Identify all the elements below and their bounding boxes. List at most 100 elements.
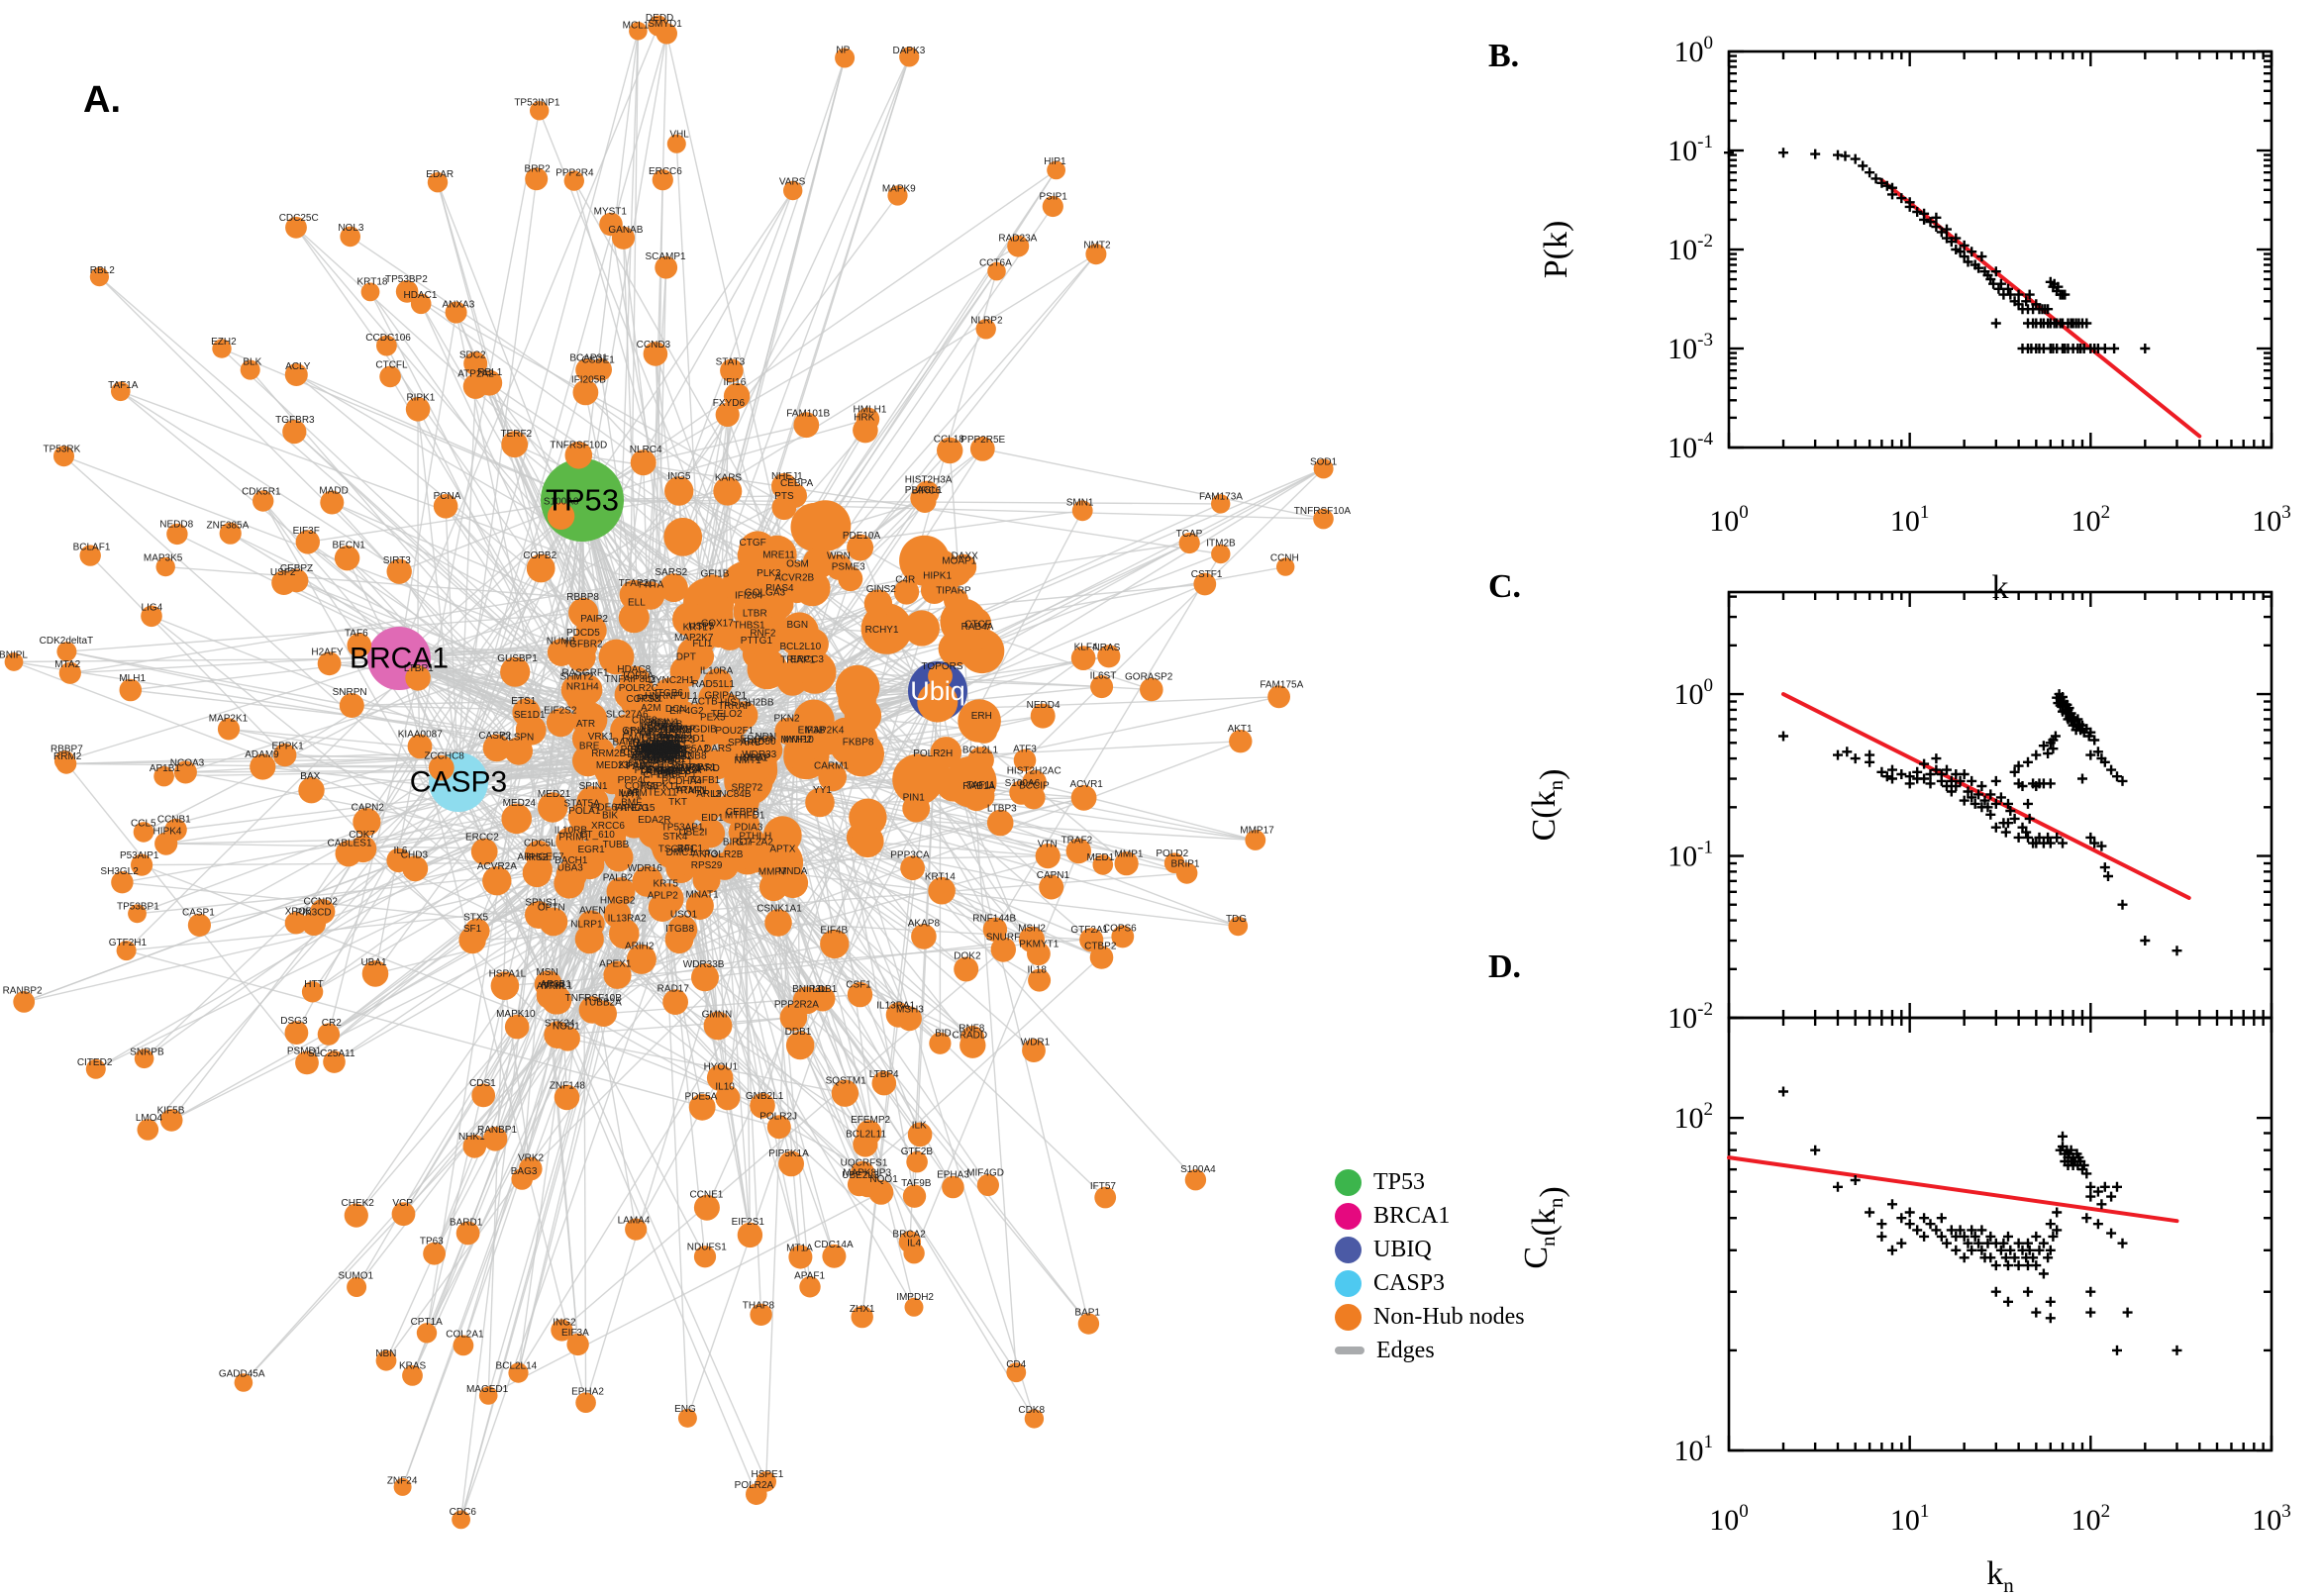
network-node-label: THBS1 bbox=[733, 621, 765, 632]
network-node-label: PLAGL1 bbox=[905, 485, 943, 496]
network-node-label: SQSTM1 bbox=[826, 1076, 867, 1087]
data-point bbox=[2112, 1345, 2122, 1355]
network-node bbox=[688, 1093, 716, 1121]
data-point bbox=[1990, 1286, 2001, 1297]
network-node-label: ACTB bbox=[691, 697, 718, 708]
data-point bbox=[2045, 1219, 2056, 1230]
data-point bbox=[2045, 1296, 2056, 1307]
network-node-label: NUDC bbox=[656, 745, 685, 755]
data-point bbox=[1942, 1238, 1952, 1248]
network-node-label: LAMA4 bbox=[618, 1216, 651, 1227]
network-node-label: RANBP1 bbox=[477, 1125, 517, 1136]
network-node-label: PLEKHO1 bbox=[635, 765, 681, 776]
data-point bbox=[2117, 1238, 2128, 1248]
network-node-label: TP53AP1 bbox=[661, 822, 704, 833]
data-point bbox=[1810, 149, 1821, 159]
network-node bbox=[464, 918, 490, 945]
network-edge bbox=[66, 612, 584, 652]
network-node-label: OS9 bbox=[648, 751, 667, 762]
network-node-label: ACVR1 bbox=[1070, 779, 1104, 790]
network-node bbox=[713, 476, 743, 506]
legend-label: UBIQ bbox=[1373, 1236, 1432, 1262]
data-point bbox=[2038, 1238, 2049, 1248]
network-node bbox=[173, 760, 197, 784]
network-node-label: ARHGEF7 bbox=[517, 852, 564, 863]
network-node-label: DCN bbox=[665, 704, 687, 715]
network-node bbox=[538, 792, 568, 823]
network-node-label: MYH10 bbox=[780, 735, 814, 746]
network-node-label: ATF3 bbox=[1013, 744, 1037, 754]
data-point bbox=[2003, 283, 2013, 294]
network-node bbox=[907, 1122, 933, 1147]
network-node-label: SPNS1 bbox=[525, 897, 557, 908]
network-node-label: USP5 bbox=[688, 621, 715, 632]
network-node bbox=[423, 1242, 446, 1265]
network-edge bbox=[517, 763, 662, 1373]
data-point bbox=[1942, 781, 1952, 791]
network-node bbox=[119, 678, 143, 702]
network-node-label: GSTM4 bbox=[641, 754, 675, 765]
data-point bbox=[1887, 189, 1897, 200]
network-node bbox=[295, 1050, 319, 1075]
network-node-label: HSPE1 bbox=[752, 1469, 784, 1480]
y-tick-label: 100 bbox=[1674, 675, 1714, 711]
network-node bbox=[212, 339, 232, 358]
network-node-label: KRT10 bbox=[642, 746, 672, 756]
network-node-label: GTF2A2 bbox=[736, 838, 773, 848]
data-point bbox=[1976, 251, 1987, 262]
network-edge bbox=[126, 949, 779, 1128]
network-node-label: P53AIP1 bbox=[120, 850, 159, 861]
network-node-label: POLR2C bbox=[619, 683, 658, 694]
data-point bbox=[1887, 773, 1897, 784]
network-node-label: CDK5R1 bbox=[242, 487, 281, 498]
y-tick-label: 101 bbox=[1674, 1432, 1714, 1467]
network-node-label: IL6R bbox=[618, 788, 639, 799]
network-node-label: IFI16 bbox=[724, 377, 747, 388]
data-point bbox=[1985, 1252, 1996, 1263]
network-node bbox=[572, 745, 604, 777]
network-node-label: USF2 bbox=[270, 567, 296, 578]
network-node-label: TNFRSF10C bbox=[633, 750, 690, 761]
network-node bbox=[1228, 916, 1249, 937]
network-node-label: BNIP3L bbox=[792, 984, 827, 995]
data-point bbox=[1995, 792, 2006, 803]
data-point bbox=[1946, 775, 1957, 786]
network-node bbox=[159, 1109, 183, 1132]
network-node bbox=[922, 753, 950, 781]
network-node-label: ZNF350 bbox=[628, 753, 664, 764]
network-edge bbox=[686, 690, 939, 1419]
network-node-label: CEBPB bbox=[726, 807, 759, 818]
network-node-label: OSM bbox=[786, 559, 809, 570]
network-node-label: NLRC4 bbox=[630, 445, 662, 455]
network-node-label: CDK8 bbox=[1018, 1405, 1045, 1416]
network-node-label: S100A6 bbox=[1005, 778, 1041, 789]
network-edge bbox=[530, 395, 738, 731]
network-node-label: DBF4 bbox=[643, 745, 668, 755]
network-node bbox=[967, 747, 994, 773]
network-node-label: COX17 bbox=[701, 619, 734, 630]
network-node-label: CCDC106 bbox=[365, 333, 411, 344]
network-node bbox=[551, 1319, 573, 1342]
network-node-label: SMG1 bbox=[657, 754, 686, 765]
data-point bbox=[1936, 1231, 1947, 1242]
network-node-label: GTF2A1 bbox=[1070, 925, 1108, 936]
network-node bbox=[240, 359, 260, 380]
network-edge bbox=[539, 110, 758, 655]
network-node bbox=[871, 1070, 897, 1096]
network-node-label: TKT bbox=[668, 797, 687, 808]
data-point bbox=[2038, 1268, 2049, 1279]
network-node-label: USP2 bbox=[649, 744, 675, 754]
data-point bbox=[2092, 1186, 2103, 1197]
network-node-label: NDUFS1 bbox=[687, 1242, 727, 1252]
x-tick-label: 102 bbox=[2071, 502, 2111, 538]
network-node-label: IL10 bbox=[715, 1081, 735, 1092]
data-point bbox=[1970, 1231, 1980, 1242]
network-node bbox=[737, 1222, 763, 1248]
network-node bbox=[1030, 703, 1056, 729]
network-node bbox=[482, 734, 511, 762]
network-node-label: MNAT1 bbox=[686, 890, 720, 901]
data-point bbox=[1919, 773, 1930, 784]
network-node bbox=[298, 777, 325, 804]
network-node-label: NLRP1 bbox=[570, 919, 603, 930]
casp3-node-icon bbox=[1335, 1269, 1362, 1297]
